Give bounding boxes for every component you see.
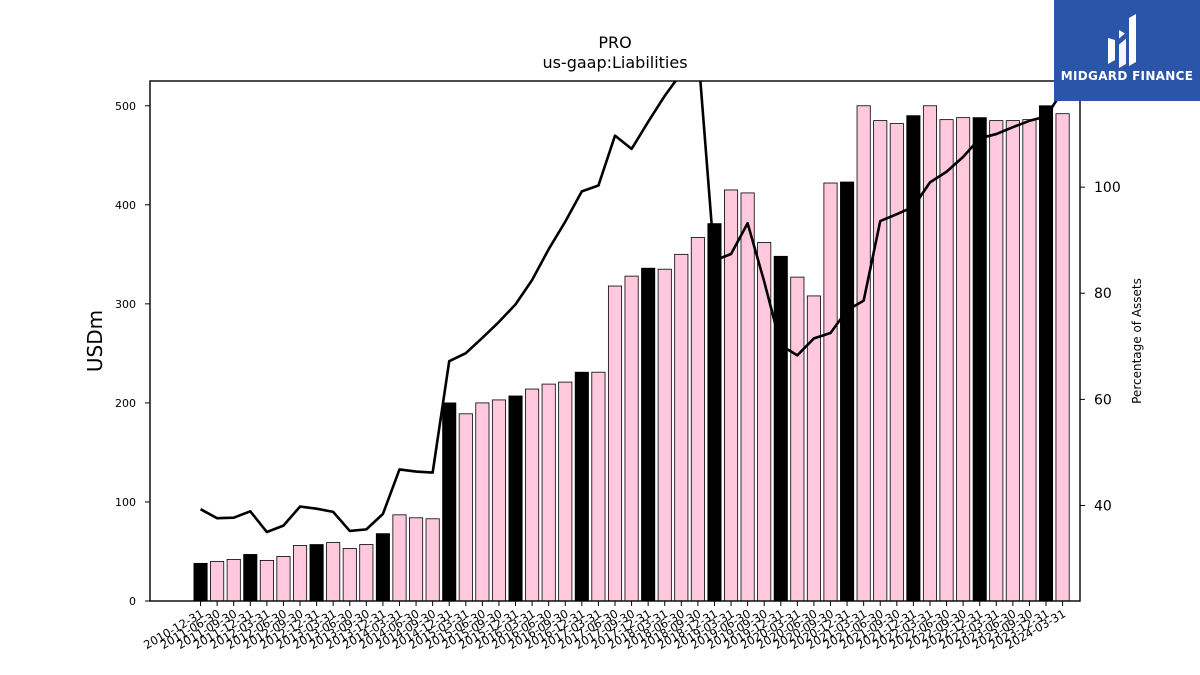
percentage-line [199, 81, 1079, 534]
bar [707, 223, 722, 602]
bar [607, 285, 623, 602]
bar [541, 383, 556, 602]
bar [475, 402, 490, 602]
bar [309, 544, 324, 602]
bar [425, 518, 440, 602]
bar [856, 105, 871, 602]
bar [1038, 105, 1054, 602]
bar [972, 117, 987, 602]
bar [276, 556, 291, 602]
bar [956, 117, 971, 602]
x-axis: 2010-12-312011-06-302011-09-302011-12-31… [141, 601, 1068, 652]
bar [989, 120, 1004, 602]
bar [525, 388, 540, 602]
bar [375, 533, 390, 602]
y2-tick-label: 40 [1094, 498, 1112, 514]
midgard-logo-icon [1108, 14, 1136, 68]
bar [558, 381, 573, 602]
y2-axis-label: Percentage of Assets [1130, 278, 1144, 404]
y-tick-label: 0 [129, 595, 136, 608]
midgard-finance-logo: MIDGARD FINANCE [1054, 0, 1200, 101]
bar [889, 123, 904, 602]
bar [773, 255, 788, 602]
bar [840, 181, 855, 602]
bar [591, 371, 606, 602]
bar [1055, 113, 1070, 602]
bar [790, 276, 805, 602]
bar [674, 253, 689, 602]
bar [243, 554, 258, 602]
bar [740, 192, 755, 602]
bar [392, 514, 407, 602]
bar [210, 560, 225, 602]
chart-title: PRO [598, 33, 631, 52]
bar-series [193, 105, 1070, 602]
y2-tick-label: 60 [1094, 392, 1112, 408]
bar [574, 371, 589, 602]
bar [342, 548, 357, 602]
y-tick-label: 300 [115, 298, 136, 311]
bar [292, 545, 308, 602]
y-tick-label: 500 [115, 100, 136, 113]
bar [226, 559, 241, 602]
bar [873, 120, 888, 602]
bar [906, 115, 921, 602]
bar [939, 119, 954, 602]
bar [1005, 120, 1020, 602]
bar [359, 544, 374, 602]
bar [508, 395, 523, 602]
y-axis-right: 40 60 80 100 [1080, 180, 1121, 514]
bar [458, 413, 473, 602]
bar [624, 275, 639, 602]
y-axis-left: 0 100 200 300 400 500 [115, 100, 150, 608]
bar [641, 267, 656, 602]
y-tick-label: 200 [115, 397, 136, 410]
bar [326, 542, 341, 602]
y2-tick-label: 100 [1094, 180, 1121, 196]
bar [491, 399, 506, 602]
y-tick-label: 100 [115, 496, 136, 509]
bar [442, 402, 457, 602]
bar [1022, 119, 1037, 602]
bar [823, 182, 838, 602]
bar [409, 517, 424, 602]
bar [193, 562, 208, 602]
bar [657, 268, 672, 602]
bar [259, 559, 274, 602]
y-tick-label: 400 [115, 199, 136, 212]
bar [690, 237, 705, 602]
chart-subtitle: us-gaap:Liabilities [542, 53, 687, 72]
brand-name: MIDGARD FINANCE [1060, 69, 1194, 83]
y-axis-label: USDm [83, 310, 107, 372]
y2-tick-label: 80 [1094, 286, 1112, 302]
